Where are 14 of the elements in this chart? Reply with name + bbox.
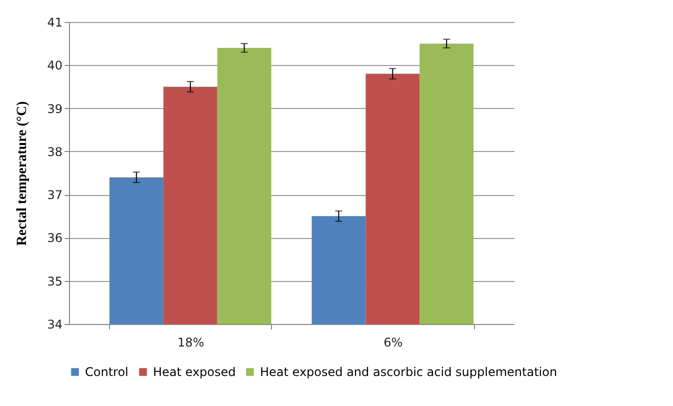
legend-label: Heat exposed and ascorbic acid supplementation	[260, 365, 558, 379]
x-tick-label: 6%	[384, 336, 403, 350]
y-tick-label: 38	[47, 144, 62, 159]
y-tick-label: 37	[47, 188, 62, 202]
y-tick-label: 41	[47, 16, 62, 30]
y-tick-label: 40	[47, 58, 62, 73]
legend-label: Control	[85, 365, 128, 379]
y-tick-label: 34	[47, 318, 62, 332]
y-tick-label: 35	[47, 274, 62, 288]
y-tick-label: 36	[47, 231, 62, 246]
y-tick-label: 39	[47, 102, 62, 116]
x-tick-label: 18%	[178, 336, 204, 350]
y-axis-title: Rectal temperature (°C)	[15, 100, 30, 246]
legend-label: Heat exposed	[153, 365, 236, 379]
